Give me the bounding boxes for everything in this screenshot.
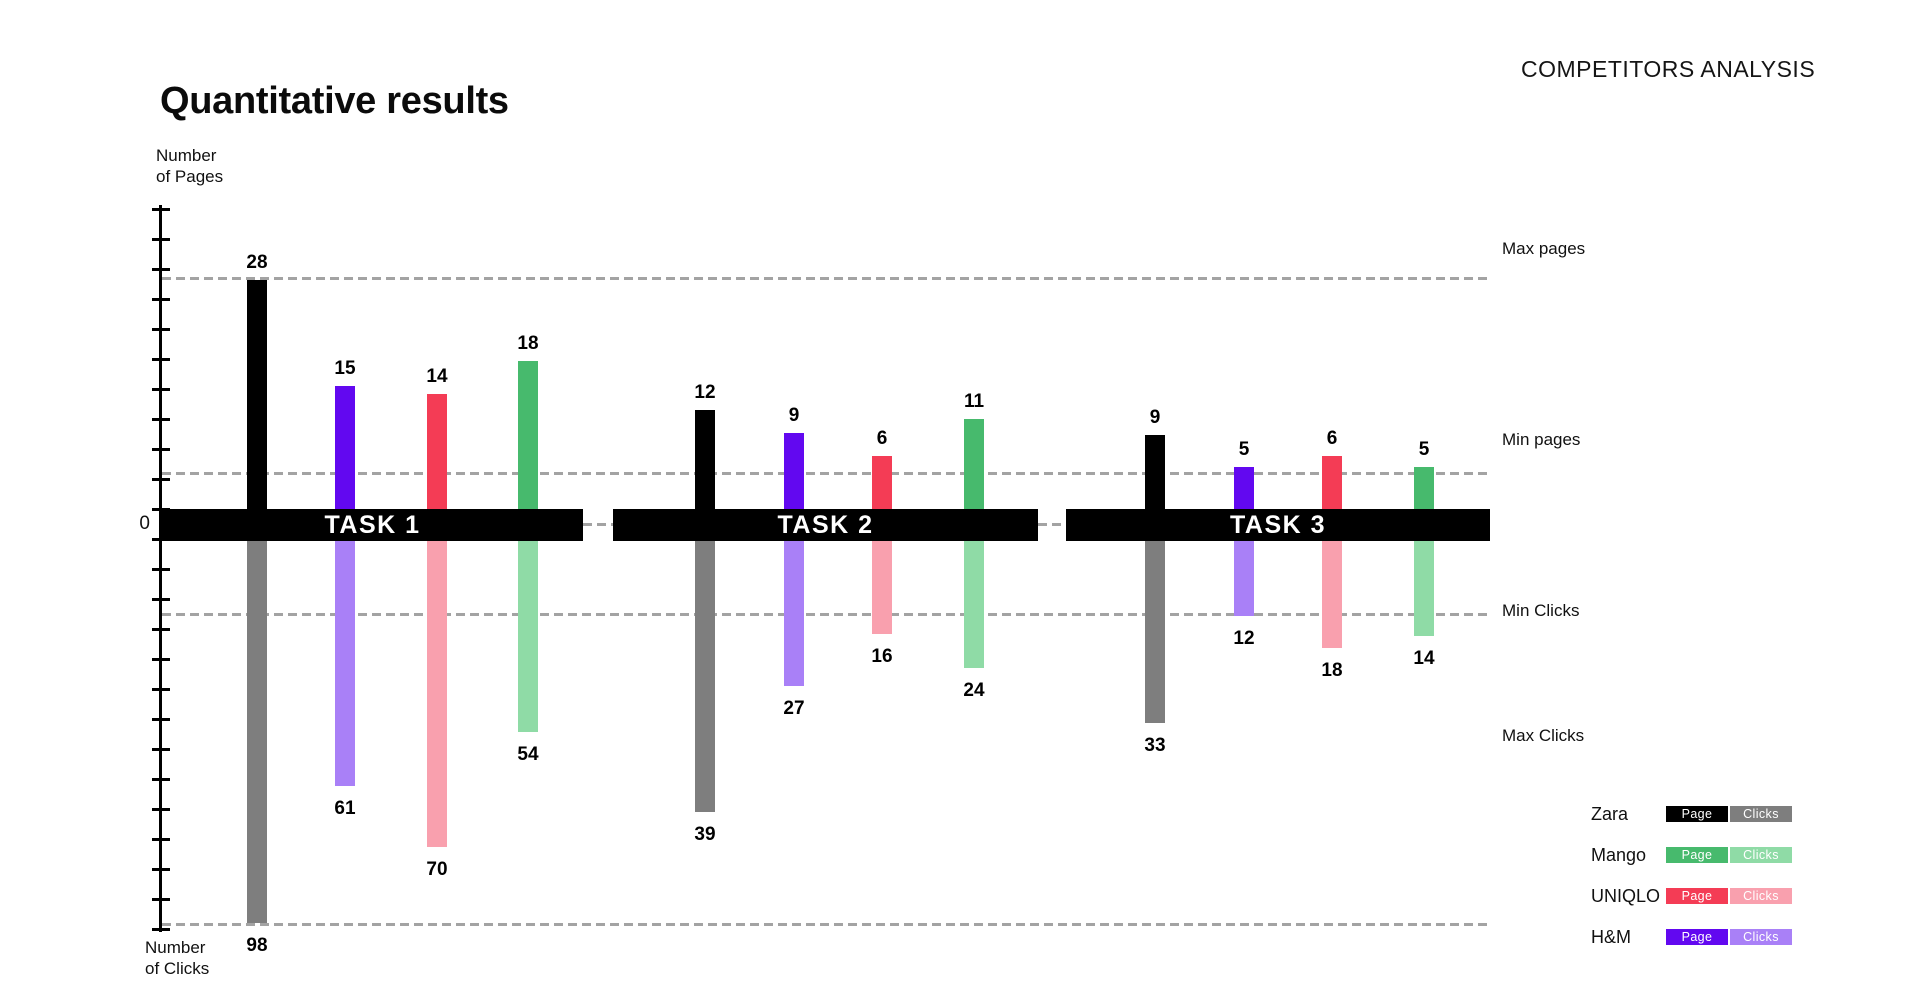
- value-clicks-zara-task3: 33: [1144, 735, 1166, 756]
- value-pages-mango-task3: 5: [1418, 439, 1430, 460]
- task-band-label-1: TASK 1: [324, 510, 421, 539]
- legend-row-hm: H&M Page Clicks: [1591, 926, 1831, 947]
- ref-line-min-clicks: [162, 613, 1489, 616]
- clicks-axis-caption: Number of Clicks: [145, 938, 209, 979]
- legend-brand-label-mango: Mango: [1591, 844, 1647, 865]
- value-clicks-hm-task2: 27: [783, 698, 805, 719]
- legend-chip-page-mango: Page: [1666, 847, 1728, 863]
- legend-row-uniqlo: UNIQLO Page Clicks: [1591, 885, 1831, 906]
- y-axis-line: [159, 205, 162, 932]
- value-pages-mango-task1: 18: [517, 333, 539, 354]
- ref-line-label-max-pages: Max pages: [1502, 239, 1586, 258]
- bar-mango-pages-task2: [964, 419, 984, 509]
- value-pages-zara-task2: 12: [694, 382, 716, 403]
- task-band-2: TASK 2: [613, 509, 1038, 541]
- bar-mango-clicks-task3: [1414, 541, 1434, 636]
- value-pages-mango-task2: 11: [963, 391, 985, 412]
- legend-chip-clicks-zara: Clicks: [1730, 806, 1792, 822]
- bar-zara-clicks-task1: [247, 541, 267, 923]
- ref-line-label-min-clicks: Min Clicks: [1502, 601, 1580, 620]
- value-pages-uniqlo-task1: 14: [426, 366, 448, 387]
- bar-mango-clicks-task2: [964, 541, 984, 668]
- value-clicks-mango-task2: 24: [963, 680, 985, 701]
- bar-uniqlo-clicks-task3: [1322, 541, 1342, 648]
- bar-mango-pages-task1: [518, 361, 538, 509]
- legend-brand-label-hm: H&M: [1591, 926, 1631, 947]
- bar-hm-clicks-task2: [784, 541, 804, 686]
- value-clicks-hm-task3: 12: [1233, 628, 1255, 649]
- value-clicks-zara-task2: 39: [694, 824, 716, 845]
- value-pages-uniqlo-task3: 6: [1326, 428, 1338, 449]
- legend-row-zara: Zara Page Clicks: [1591, 803, 1831, 824]
- clicks-axis-caption-line1: Number: [145, 938, 206, 957]
- legend-chip-clicks-uniqlo: Clicks: [1730, 888, 1792, 904]
- bar-uniqlo-clicks-task1: [427, 541, 447, 847]
- task-band-3: TASK 3: [1066, 509, 1490, 541]
- value-pages-hm-task1: 15: [334, 358, 356, 379]
- value-pages-hm-task2: 9: [788, 405, 800, 426]
- task-band-1: TASK 1: [162, 509, 583, 541]
- competitors-analysis-label: COMPETITORS ANALYSIS: [1521, 56, 1816, 82]
- ref-line-label-min-pages: Min pages: [1502, 430, 1581, 449]
- bar-hm-pages-task2: [784, 433, 804, 509]
- legend-chip-clicks-mango: Clicks: [1730, 847, 1792, 863]
- bar-uniqlo-pages-task3: [1322, 456, 1342, 509]
- bar-hm-pages-task3: [1234, 467, 1254, 509]
- value-pages-hm-task3: 5: [1238, 439, 1250, 460]
- pages-axis-caption-line2: of Pages: [156, 166, 224, 186]
- value-clicks-uniqlo-task3: 18: [1321, 660, 1343, 681]
- bar-hm-clicks-task1: [335, 541, 355, 786]
- value-clicks-zara-task1: 98: [246, 935, 268, 956]
- clicks-axis-caption-line2: of Clicks: [145, 958, 210, 978]
- bar-zara-clicks-task3: [1145, 541, 1165, 723]
- ref-line-max-clicks: [162, 923, 1489, 926]
- ref-line-max-pages: [162, 277, 1489, 280]
- task-band-label-2: TASK 2: [777, 510, 874, 539]
- pages-axis-caption: Number of Pages: [156, 146, 223, 187]
- legend-row-mango: Mango Page Clicks: [1591, 844, 1831, 865]
- task-band-label-3: TASK 3: [1229, 510, 1327, 539]
- bar-hm-pages-task1: [335, 386, 355, 509]
- value-clicks-uniqlo-task1: 70: [426, 859, 448, 880]
- bar-zara-pages-task1: [247, 280, 267, 509]
- value-clicks-hm-task1: 61: [334, 798, 356, 819]
- page-title: Quantitative results: [160, 80, 509, 122]
- bar-zara-pages-task3: [1145, 435, 1165, 509]
- bar-zara-clicks-task2: [695, 541, 715, 812]
- bar-uniqlo-pages-task1: [427, 394, 447, 509]
- bar-mango-pages-task3: [1414, 467, 1434, 509]
- legend-chip-clicks-hm: Clicks: [1730, 929, 1792, 945]
- bar-uniqlo-pages-task2: [872, 456, 892, 509]
- ref-line-min-pages: [162, 472, 1489, 475]
- value-clicks-mango-task3: 14: [1413, 648, 1435, 669]
- zero-line-gap-dash-2: [1038, 523, 1066, 526]
- value-pages-zara-task1: 28: [246, 252, 268, 273]
- bar-zara-pages-task2: [695, 410, 715, 509]
- zero-tick-label: 0: [139, 513, 150, 534]
- bar-uniqlo-clicks-task2: [872, 541, 892, 634]
- legend-chip-page-zara: Page: [1666, 806, 1728, 822]
- value-pages-uniqlo-task2: 6: [876, 428, 888, 449]
- legend-chip-page-hm: Page: [1666, 929, 1728, 945]
- value-clicks-mango-task1: 54: [517, 744, 539, 765]
- zero-line-gap-dash-1: [583, 523, 613, 526]
- bar-mango-clicks-task1: [518, 541, 538, 732]
- bar-hm-clicks-task3: [1234, 541, 1254, 616]
- legend-chip-page-uniqlo: Page: [1666, 888, 1728, 904]
- pages-axis-caption-line1: Number: [156, 146, 217, 165]
- value-clicks-uniqlo-task2: 16: [871, 646, 893, 667]
- value-pages-zara-task3: 9: [1149, 407, 1161, 428]
- legend: Zara Page Clicks Mango Page Clicks UNIQLO Page C…: [1591, 0, 1831, 1001]
- ref-line-label-max-clicks: Max Clicks: [1502, 726, 1585, 745]
- legend-brand-label-zara: Zara: [1591, 803, 1629, 824]
- legend-brand-label-uniqlo: UNIQLO: [1591, 885, 1661, 906]
